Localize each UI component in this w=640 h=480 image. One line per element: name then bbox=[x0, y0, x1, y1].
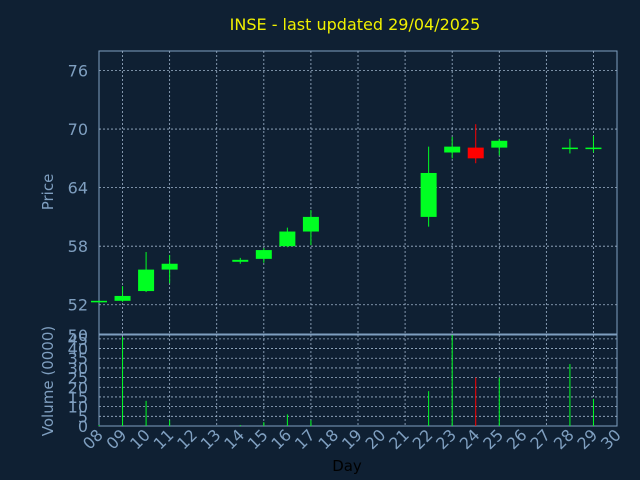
candle-body-29 bbox=[585, 147, 602, 150]
x-axis: 0809101112131415161718192021222324252627… bbox=[79, 425, 625, 453]
candle-body-08 bbox=[91, 300, 107, 303]
candle-body-22 bbox=[420, 172, 437, 217]
x-tick-label-30: 30 bbox=[597, 425, 625, 453]
volume-tick-label: 45 bbox=[68, 330, 88, 349]
price-tick-label: 52 bbox=[68, 296, 88, 315]
price-axis-label: Price bbox=[39, 174, 57, 211]
price-tick-label: 58 bbox=[68, 237, 88, 256]
candle-body-28 bbox=[561, 147, 578, 150]
candle-body-23 bbox=[444, 146, 461, 153]
candle-body-24 bbox=[467, 147, 484, 159]
candle-body-17 bbox=[302, 216, 319, 232]
price-tick-label: 64 bbox=[68, 179, 88, 198]
volume-tick-label: 10 bbox=[68, 398, 88, 417]
price-tick-label: 70 bbox=[68, 120, 88, 139]
price-tick-label: 76 bbox=[68, 62, 88, 81]
candle-body-09 bbox=[114, 295, 131, 301]
price-panel: 52 58 64 70 76 bbox=[68, 50, 618, 335]
volume-axis-label: Volume (0000) bbox=[39, 326, 57, 436]
volume-tick-label: 20 bbox=[68, 378, 88, 397]
volume-tick-label: 25 bbox=[68, 369, 88, 388]
candle-body-10 bbox=[138, 269, 155, 292]
x-axis-label: Day bbox=[332, 457, 362, 475]
chart-title: INSE - last updated 29/04/2025 bbox=[230, 15, 481, 34]
volume-tick-label: 0 bbox=[78, 417, 88, 436]
volume-tick-label: 15 bbox=[68, 388, 88, 407]
volume-tick-label: 5 bbox=[78, 407, 88, 426]
volume-top-label: 50 bbox=[68, 326, 88, 345]
candle-body-15 bbox=[255, 250, 272, 259]
volume-tick-label: 35 bbox=[68, 349, 88, 368]
candle-body-14 bbox=[232, 259, 249, 262]
candle-body-11 bbox=[161, 263, 178, 270]
candle-body-16 bbox=[279, 231, 296, 247]
volume-tick-label: 40 bbox=[68, 340, 88, 359]
candle-body-25 bbox=[491, 140, 508, 148]
volume-tick-label: 30 bbox=[68, 359, 88, 378]
